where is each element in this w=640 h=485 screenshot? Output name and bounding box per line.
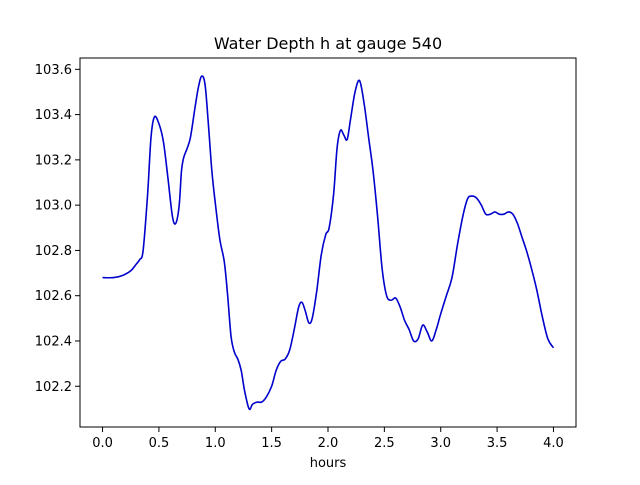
x-tick-label: 0.0: [92, 436, 113, 451]
y-tick-label: 102.6: [35, 289, 72, 304]
y-tick-label: 102.4: [35, 334, 72, 349]
y-tick-label: 103.2: [35, 153, 72, 168]
x-tick-label: 4.0: [543, 436, 564, 451]
x-tick-label: 3.5: [487, 436, 508, 451]
x-tick-label: 2.5: [374, 436, 395, 451]
y-tick-label: 103.0: [35, 199, 72, 214]
series-line-0: [102, 75, 555, 411]
chart-title: Water Depth h at gauge 540: [214, 34, 442, 53]
x-tick-label: 1.0: [205, 436, 226, 451]
x-tick-label: 0.5: [149, 436, 170, 451]
x-tick-label: 3.0: [430, 436, 451, 451]
y-tick-label: 103.4: [35, 108, 72, 123]
y-axis: 102.2 102.4 102.6 102.8 103.0 103.2 103.4 103.6: [35, 63, 80, 395]
y-tick-label: 102.8: [35, 244, 72, 259]
y-tick-label: 102.2: [35, 380, 72, 395]
x-axis-label: hours: [310, 456, 347, 471]
series-layer: [102, 75, 555, 411]
x-tick-label: 1.5: [261, 436, 282, 451]
y-tick-label: 103.6: [35, 63, 72, 78]
x-tick-label: 2.0: [318, 436, 339, 451]
x-axis: 0.0 0.5 1.0 1.5 2.0 2.5 3.0 3.5 4.0: [92, 427, 564, 451]
